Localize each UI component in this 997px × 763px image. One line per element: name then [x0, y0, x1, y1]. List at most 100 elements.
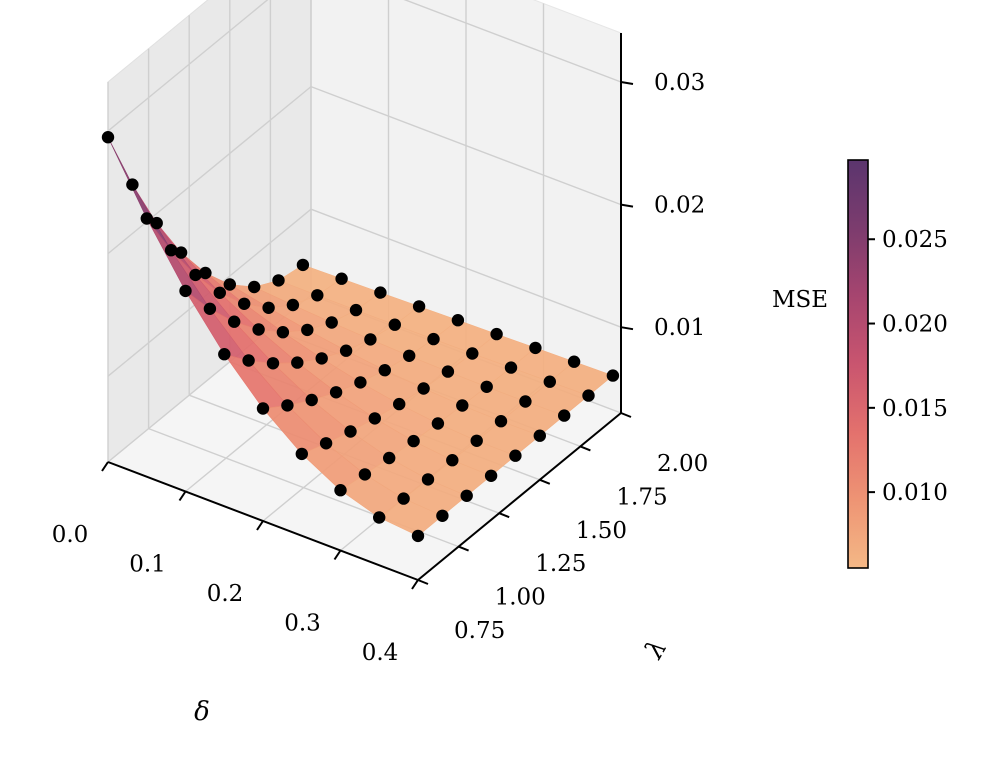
data-point	[421, 473, 435, 486]
data-point	[427, 332, 440, 346]
data-point	[334, 484, 347, 497]
y-tick-label: 1.00	[495, 585, 546, 611]
data-point	[150, 216, 163, 230]
y-tick	[580, 445, 591, 452]
y-tick-label: 2.00	[657, 451, 708, 477]
data-point	[456, 399, 469, 412]
data-point	[329, 386, 343, 399]
data-point	[543, 375, 556, 388]
y-tick-label: 0.75	[454, 618, 505, 644]
data-point	[179, 284, 192, 298]
data-point	[140, 212, 153, 225]
colorbar-tick-label: 0.020	[882, 312, 948, 338]
data-point	[412, 300, 426, 313]
data-point	[393, 397, 406, 411]
data-point	[203, 302, 217, 315]
data-point	[281, 399, 294, 412]
data-point	[238, 297, 251, 310]
data-point	[490, 327, 503, 341]
data-point	[223, 278, 236, 291]
y-tick-label: 1.75	[616, 484, 667, 510]
data-point	[529, 341, 542, 355]
data-point	[174, 246, 188, 259]
y-tick	[498, 512, 510, 519]
data-point	[358, 468, 372, 481]
data-point	[311, 289, 324, 302]
data-point	[164, 244, 178, 257]
data-point	[301, 323, 314, 337]
data-point	[567, 355, 581, 368]
data-point	[431, 417, 445, 430]
data-point	[378, 364, 391, 377]
x-tick-label: 0.3	[284, 611, 321, 637]
x-tick-label: 0.4	[362, 640, 399, 666]
data-point	[373, 511, 386, 524]
data-point	[533, 429, 546, 442]
data-point	[189, 268, 202, 282]
data-point	[441, 365, 455, 378]
data-point	[480, 380, 493, 393]
data-point	[276, 326, 290, 339]
colorbar-tick-label: 0.015	[882, 396, 948, 422]
y-tick-label: 1.50	[576, 518, 627, 544]
axes	[101, 33, 634, 590]
y-axis-label: λ	[639, 634, 674, 664]
data-point	[397, 492, 410, 505]
y-tick	[458, 545, 469, 552]
data-point	[407, 434, 420, 448]
data-points	[101, 131, 620, 543]
data-point	[374, 286, 387, 299]
data-point	[519, 395, 532, 408]
x-tick	[256, 520, 264, 531]
x-tick-label: 0.2	[207, 581, 244, 607]
colorbar: 0.010 0.015 0.020 0.025	[847, 159, 948, 569]
data-point	[335, 272, 348, 285]
grid-line-z-back	[403, 0, 622, 83]
data-point	[417, 382, 430, 395]
data-point	[256, 402, 270, 415]
colorbar-bar	[847, 159, 869, 569]
data-point	[349, 303, 363, 317]
data-point	[266, 357, 280, 370]
data-point	[368, 412, 381, 425]
data-point	[354, 376, 367, 389]
data-point	[606, 369, 620, 382]
data-point	[242, 354, 255, 367]
data-point	[252, 323, 265, 336]
data-point	[199, 266, 212, 280]
data-point	[305, 393, 318, 407]
data-point	[411, 529, 425, 543]
y-tick	[620, 412, 632, 418]
data-point	[460, 489, 473, 502]
data-point	[436, 509, 449, 522]
z-tick-label: 0.01	[654, 315, 705, 341]
grid-line-z-back	[310, 208, 622, 328]
data-point	[319, 437, 333, 450]
data-point	[403, 349, 416, 362]
data-point	[344, 425, 357, 438]
data-point	[388, 318, 401, 331]
z-tick-label: 0.02	[654, 193, 705, 219]
x-axis-label: δ	[194, 697, 210, 727]
data-point	[339, 344, 353, 357]
data-point	[248, 280, 261, 294]
data-point	[213, 286, 226, 299]
data-point	[446, 454, 459, 467]
x-tick	[178, 490, 187, 502]
data-point	[272, 274, 285, 287]
tick-labels: 0.0 0.1 0.2 0.3 0.4 0.75 1.00 1.25 1.50 1.75 2.00 0…	[52, 70, 709, 666]
data-point	[101, 131, 115, 144]
data-point	[509, 449, 522, 462]
data-point	[504, 361, 518, 374]
z-tick	[620, 203, 634, 208]
data-point	[466, 347, 479, 360]
y-axis-line	[417, 412, 622, 581]
grid-line-z-left	[107, 86, 312, 255]
data-point	[291, 356, 304, 369]
data-point	[262, 301, 275, 314]
data-point	[295, 447, 308, 461]
data-point	[228, 315, 241, 328]
surface	[107, 137, 614, 537]
grid-line-z-back	[310, 85, 622, 206]
